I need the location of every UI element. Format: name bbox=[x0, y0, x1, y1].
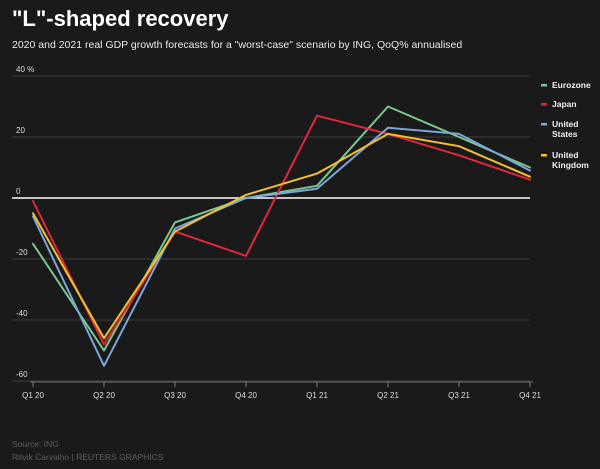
source-note: Source: ING bbox=[12, 439, 59, 449]
series-line-united-states bbox=[32, 126, 531, 367]
legend-swatch-eurozone bbox=[541, 84, 547, 87]
legend-label-united-states: United States bbox=[552, 119, 578, 139]
graphics-credit: Ritvik Carvalho | REUTERS GRAPHICS bbox=[12, 452, 164, 462]
series-lines bbox=[32, 105, 531, 367]
legend: Eurozone Japan United States United Kingdom bbox=[541, 80, 591, 170]
x-tick-label: Q1 21 bbox=[306, 391, 328, 400]
y-tick-label: 20 bbox=[16, 126, 25, 135]
chart-title: "L"-shaped recovery bbox=[12, 6, 229, 31]
x-tick-label: Q2 20 bbox=[93, 391, 115, 400]
x-tick-label: Q4 21 bbox=[519, 391, 541, 400]
x-tick-label: Q3 21 bbox=[448, 391, 470, 400]
gridlines bbox=[12, 75, 530, 382]
x-tick-label: Q2 21 bbox=[377, 391, 399, 400]
legend-swatch-united-kingdom bbox=[541, 154, 547, 157]
legend-swatch-japan bbox=[541, 103, 547, 106]
x-axis: Q1 20 Q2 20 Q3 20 Q4 20 Q1 21 Q2 21 Q3 21 Q4 21 bbox=[22, 381, 541, 400]
legend-label-united-kingdom: United Kingdom bbox=[552, 150, 589, 170]
x-tick-label: Q1 20 bbox=[22, 391, 44, 400]
x-tick-label: Q4 20 bbox=[235, 391, 257, 400]
y-axis-tick-labels: 40 % 20 0 -20 -40 -60 bbox=[16, 65, 34, 379]
legend-label-eurozone: Eurozone bbox=[552, 80, 591, 90]
series-line-united-kingdom bbox=[32, 132, 531, 340]
x-tick-label: Q3 20 bbox=[164, 391, 186, 400]
y-tick-label: 40 % bbox=[16, 65, 34, 74]
legend-label-japan: Japan bbox=[552, 99, 577, 109]
y-tick-label: -20 bbox=[16, 248, 28, 257]
series-line-japan bbox=[32, 114, 531, 346]
legend-swatch-united-states bbox=[541, 123, 547, 126]
chart-subtitle: 2020 and 2021 real GDP growth forecasts … bbox=[12, 39, 463, 51]
series-line-eurozone bbox=[32, 105, 531, 352]
y-tick-label: -40 bbox=[16, 309, 28, 318]
y-tick-label: 0 bbox=[16, 187, 21, 196]
y-tick-label: -60 bbox=[16, 370, 28, 379]
